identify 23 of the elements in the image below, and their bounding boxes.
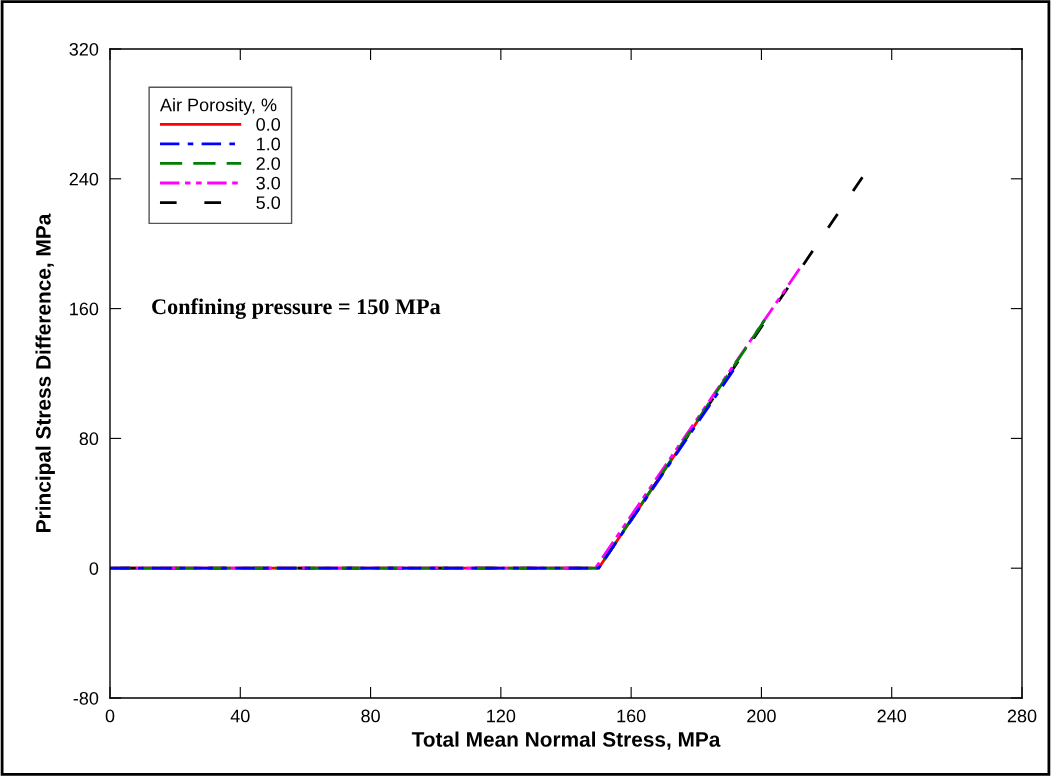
x-tick-label: 80	[361, 709, 380, 723]
x-tick-label: 280	[1007, 709, 1037, 723]
y-tick-label: 240	[69, 172, 99, 186]
y-tick-label: 160	[70, 302, 99, 316]
x-tick-label: 240	[877, 709, 907, 723]
x-axis-title: Total Mean Normal Stress, MPa	[411, 731, 721, 750]
legend-label: 3.0	[256, 176, 281, 190]
annotation: Confining pressure = 150 MPa	[152, 298, 441, 319]
x-tick-label: 200	[747, 709, 776, 723]
x-tick-label: 0	[105, 709, 115, 723]
y-tick-label: 0	[89, 562, 99, 575]
x-tick-label: 160	[617, 709, 646, 723]
x-tick-label: 120	[487, 709, 516, 723]
legend-label: 1.0	[257, 137, 281, 151]
legend-label: 5.0	[256, 196, 281, 210]
y-tick-label: -80	[73, 691, 99, 705]
y-tick-label: 320	[69, 42, 99, 56]
legend-label: 0.0	[256, 118, 281, 131]
y-axis-title: Principal Stress Difference, MPa	[35, 213, 55, 532]
y-tick-label: 80	[79, 432, 99, 446]
x-tick-label: 40	[230, 709, 250, 723]
legend-label: 2.0	[256, 157, 281, 170]
legend-title: Air Porosity, %	[159, 98, 277, 115]
